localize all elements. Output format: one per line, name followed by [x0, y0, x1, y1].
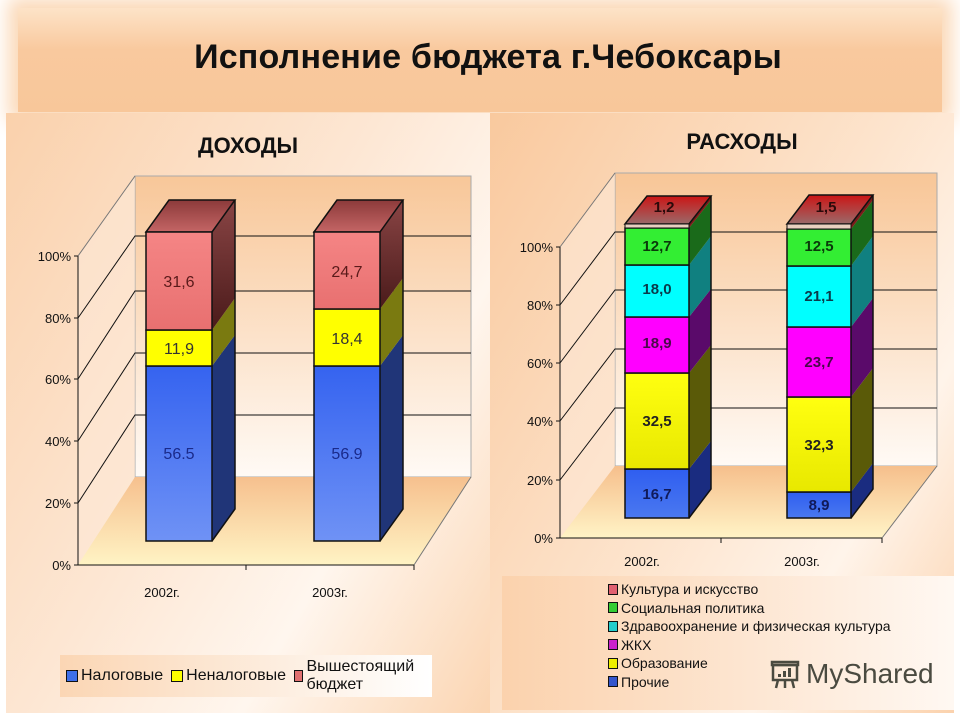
legend-item: Культура и искусство: [608, 580, 891, 599]
value-label: 11,9: [164, 341, 194, 358]
legend-item: Социальная политика: [608, 599, 891, 618]
legend-swatch: [608, 676, 618, 688]
legend-swatch: [294, 670, 304, 682]
expense-bar-2003: 8,9 32,3 23,7 21,1 12,5 1,5: [785, 194, 875, 519]
value-label: 56.5: [163, 446, 194, 463]
legend-label: Культура и искусство: [621, 581, 759, 598]
y-tick: 80%: [527, 298, 553, 313]
legend-label: Социальная политика: [621, 599, 765, 616]
legend-label: Образование: [621, 655, 708, 672]
y-tick: 0%: [534, 531, 553, 546]
y-tick: 60%: [527, 356, 553, 371]
legend-swatch: [608, 602, 618, 614]
legend-item: Здравоохранение и физическая культура: [608, 617, 891, 636]
y-tick: 20%: [45, 496, 71, 511]
x-category: 2002г.: [624, 554, 660, 569]
value-label: 23,7: [804, 354, 833, 371]
legend-item: Налоговые: [66, 667, 163, 685]
income-chart: ДОХОДЫ 0% 20% 40% 60% 80% 100%: [38, 133, 472, 600]
watermark-logo: MyShared: [768, 657, 934, 691]
legend-label: ЖКХ: [621, 636, 652, 653]
y-tick: 40%: [527, 414, 553, 429]
watermark-text: MyShared: [806, 658, 934, 689]
value-label: 1,5: [816, 199, 837, 216]
value-label: 8,9: [809, 497, 830, 514]
legend-item: Прочие: [608, 673, 891, 692]
x-category: 2003г.: [312, 585, 348, 600]
title-band: [18, 8, 942, 112]
legend-swatch: [608, 639, 618, 651]
presentation-board-icon: [770, 660, 800, 689]
legend-label: Вышестоящий бюджет: [306, 658, 415, 693]
expense-legend: Культура и искусство Социальная политика…: [502, 576, 954, 710]
value-label: 21,1: [804, 288, 833, 305]
value-label: 32,5: [642, 413, 671, 430]
page-title: Исполнение бюджета г.Чебоксары: [194, 38, 782, 76]
legend-swatch: [608, 583, 618, 595]
x-category: 2003г.: [784, 554, 820, 569]
income-legend: Налоговые Неналоговые Вышестоящий бюджет: [60, 655, 432, 697]
legend-swatch: [608, 620, 618, 632]
y-tick: 0%: [52, 558, 71, 573]
value-label: 18,9: [642, 335, 671, 352]
expense-chart: РАСХОДЫ 0% 20% 40% 60% 80% 100%: [520, 129, 938, 569]
income-bar-2002: 56.5 11,9 31,6: [144, 199, 237, 542]
y-tick: 80%: [45, 311, 71, 326]
value-label: 24,7: [331, 264, 362, 281]
legend-label: Неналоговые: [186, 667, 287, 684]
value-label: 31,6: [163, 274, 194, 291]
income-chart-title: ДОХОДЫ: [198, 133, 298, 158]
legend-label: Прочие: [621, 673, 670, 690]
y-tick: 20%: [527, 473, 553, 488]
legend-swatch: [66, 670, 78, 682]
legend-item: Образование: [608, 654, 891, 673]
expense-chart-title: РАСХОДЫ: [686, 129, 797, 154]
value-label: 1,2: [654, 199, 675, 216]
legend-label: Налоговые: [81, 667, 164, 684]
income-panel: ДОХОДЫ 0% 20% 40% 60% 80% 100%: [6, 113, 490, 713]
value-label: 56.9: [331, 446, 362, 463]
legend-item: Вышестоящий бюджет: [294, 658, 432, 694]
legend-swatch: [171, 670, 184, 682]
legend-swatch: [608, 657, 618, 669]
value-label: 32,3: [804, 437, 833, 454]
x-category: 2002г.: [144, 585, 180, 600]
value-label: 16,7: [642, 486, 671, 503]
value-label: 18,4: [331, 331, 362, 348]
value-label: 12,7: [642, 238, 671, 255]
y-tick: 40%: [45, 434, 71, 449]
legend-item: ЖКХ: [608, 636, 891, 655]
income-bar-2003: 56.9 18,4 24,7: [312, 199, 405, 542]
expense-bar-2002: 16,7 32,5 18,9 18,0 12,7 1,2: [623, 195, 713, 519]
legend-label: Здравоохранение и физическая культура: [621, 618, 891, 635]
y-tick: 100%: [38, 249, 72, 264]
y-tick: 100%: [520, 240, 554, 255]
y-tick: 60%: [45, 372, 71, 387]
value-label: 12,5: [804, 238, 833, 255]
legend-item: Неналоговые: [171, 667, 286, 685]
value-label: 18,0: [642, 281, 671, 298]
